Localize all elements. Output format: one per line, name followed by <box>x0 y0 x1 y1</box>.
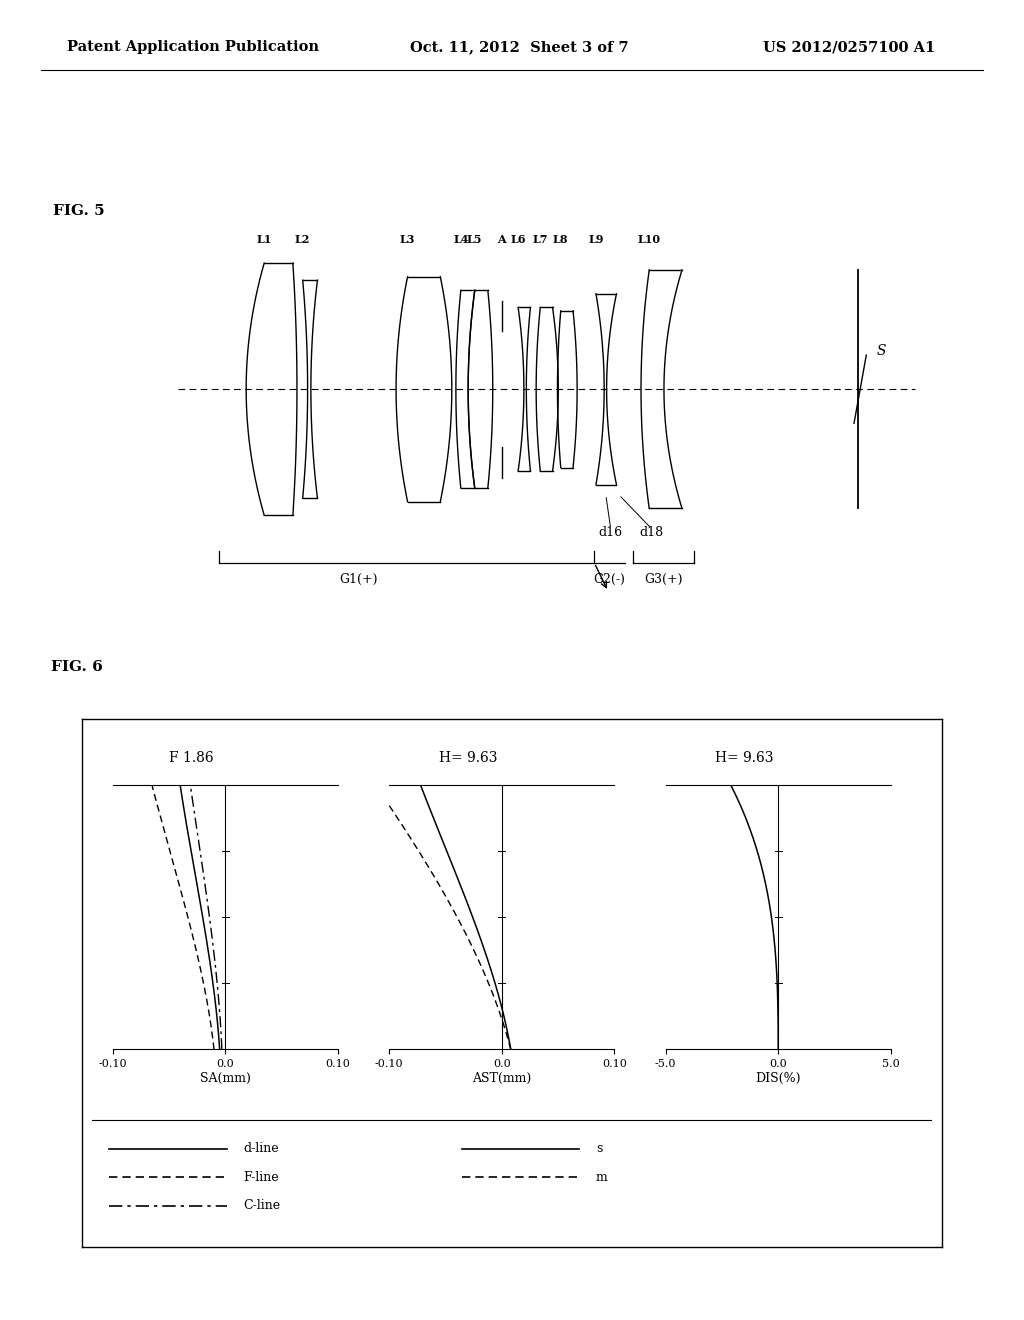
Text: L7: L7 <box>532 234 548 244</box>
Text: G2(-): G2(-) <box>593 573 625 586</box>
Text: S: S <box>877 345 886 358</box>
Text: L4: L4 <box>453 234 469 244</box>
Text: US 2012/0257100 A1: US 2012/0257100 A1 <box>763 40 935 54</box>
Text: L9: L9 <box>588 234 604 244</box>
X-axis label: SA(mm): SA(mm) <box>200 1072 251 1085</box>
Text: FIG. 5: FIG. 5 <box>53 205 104 218</box>
Text: FIG. 6: FIG. 6 <box>51 660 103 673</box>
Text: H= 9.63: H= 9.63 <box>438 751 498 764</box>
Text: F 1.86: F 1.86 <box>169 751 214 764</box>
Text: L2: L2 <box>295 234 310 244</box>
Text: Patent Application Publication: Patent Application Publication <box>67 40 318 54</box>
Text: L8: L8 <box>553 234 568 244</box>
X-axis label: DIS(%): DIS(%) <box>756 1072 801 1085</box>
Text: d-line: d-line <box>244 1142 279 1155</box>
Text: m: m <box>596 1171 607 1184</box>
Text: L3: L3 <box>399 234 416 244</box>
Text: H= 9.63: H= 9.63 <box>715 751 774 764</box>
Text: L10: L10 <box>638 234 660 244</box>
X-axis label: AST(mm): AST(mm) <box>472 1072 531 1085</box>
Text: L6: L6 <box>510 234 526 244</box>
Text: Oct. 11, 2012  Sheet 3 of 7: Oct. 11, 2012 Sheet 3 of 7 <box>410 40 629 54</box>
Text: L1: L1 <box>256 234 272 244</box>
Text: G3(+): G3(+) <box>644 573 682 586</box>
Text: s: s <box>596 1142 602 1155</box>
Text: C-line: C-line <box>244 1199 281 1212</box>
Text: G1(+): G1(+) <box>339 573 378 586</box>
Text: d18: d18 <box>640 525 664 539</box>
Text: d16: d16 <box>599 525 623 539</box>
Text: L5: L5 <box>467 234 482 244</box>
Text: F-line: F-line <box>244 1171 279 1184</box>
Text: A: A <box>498 234 506 244</box>
